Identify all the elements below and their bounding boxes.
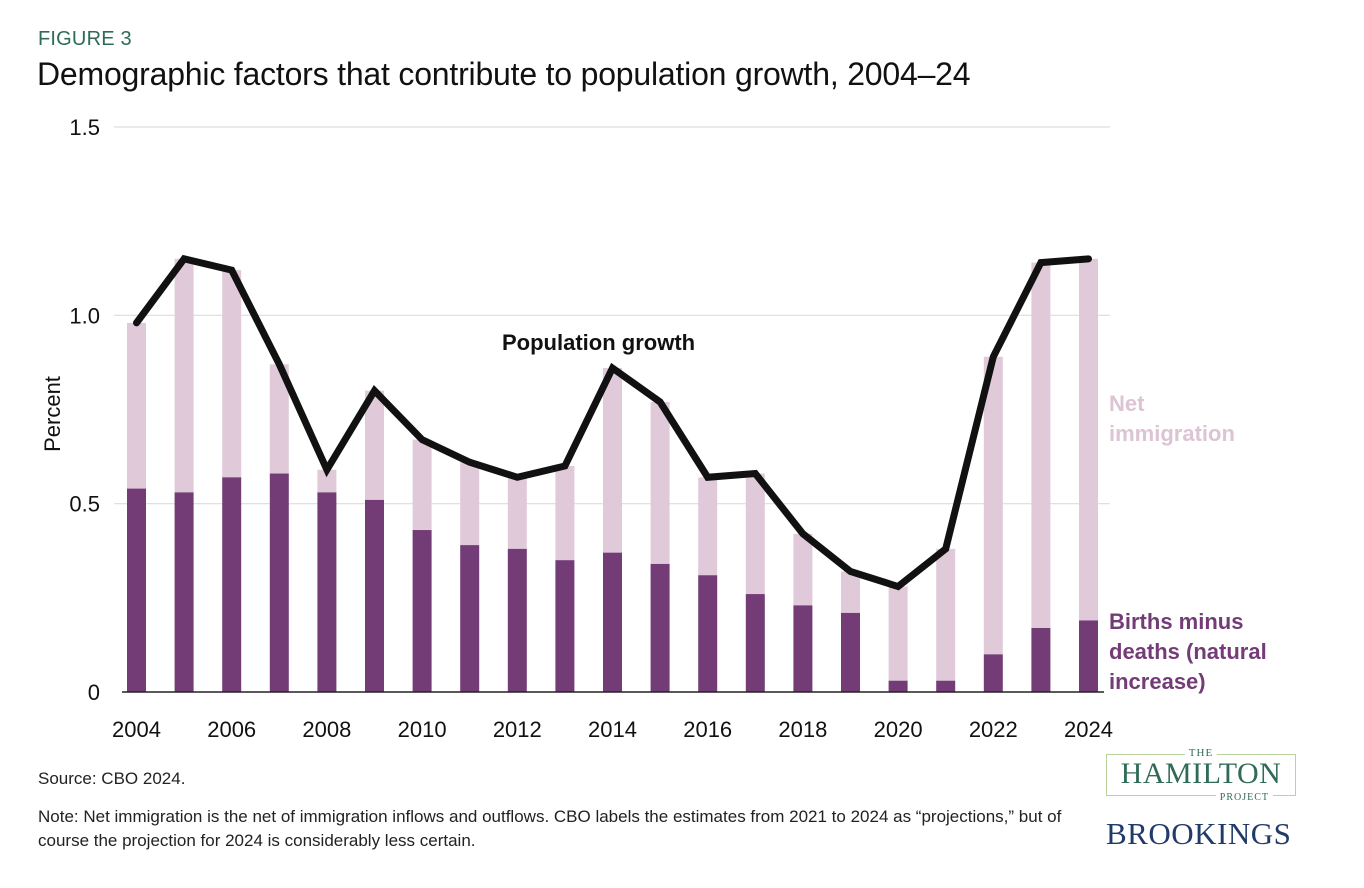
x-tick-label: 2010	[398, 717, 447, 742]
bar-natural-increase-2022	[983, 654, 1003, 692]
bar-net-immigration-2019	[841, 571, 860, 613]
chart-title: Demographic factors that contribute to p…	[37, 56, 971, 92]
bars	[127, 258, 1098, 692]
y-tick-label: 0	[88, 680, 100, 705]
bar-net-immigration-2012	[507, 477, 527, 549]
x-axis-ticks: 2004 2006 2008 2010 2012 2014 2016 2018 2020 2022…	[112, 717, 1113, 742]
bar-natural-increase-2020	[888, 680, 908, 692]
bar-natural-increase-2014	[603, 552, 622, 692]
legend-natural-increase-line1: Births minus	[1109, 609, 1243, 634]
bar-net-immigration-2018	[793, 533, 813, 606]
bar-net-immigration-2005	[174, 258, 194, 493]
brookings-logo: BROOKINGS	[1106, 816, 1292, 851]
bar-natural-increase-2023	[1031, 627, 1051, 692]
bar-net-immigration-2022	[983, 356, 1003, 655]
bar-net-immigration-2020	[888, 586, 908, 681]
bar-net-immigration-2010	[412, 439, 432, 531]
bar-net-immigration-2024	[1079, 258, 1098, 621]
bar-net-immigration-2006	[222, 270, 242, 478]
bar-net-immigration-2021	[936, 548, 956, 681]
bar-natural-increase-2009	[365, 499, 384, 692]
bar-net-immigration-2004	[127, 322, 146, 489]
bar-natural-increase-2011	[460, 545, 480, 692]
population-growth-annotation: Population growth	[502, 330, 695, 355]
bar-natural-increase-2016	[698, 575, 718, 692]
y-tick-label: 0.5	[69, 492, 100, 517]
y-axis-ticks: 0 0.5 1.0 1.5	[69, 115, 100, 705]
bar-natural-increase-2007	[269, 473, 289, 692]
bar-natural-increase-2012	[507, 548, 527, 692]
x-tick-label: 2004	[112, 717, 161, 742]
legend-natural-increase-line2: deaths (natural	[1109, 639, 1267, 664]
bar-net-immigration-2023	[1031, 262, 1051, 628]
bar-net-immigration-2007	[269, 364, 289, 474]
bar-natural-increase-2015	[650, 563, 670, 692]
x-tick-label: 2020	[874, 717, 923, 742]
x-tick-label: 2024	[1064, 717, 1113, 742]
x-tick-label: 2022	[969, 717, 1018, 742]
legend-net-immigration-line1: Net	[1109, 391, 1145, 416]
y-axis-label: Percent	[40, 376, 65, 452]
y-tick-label: 1.5	[69, 115, 100, 140]
x-tick-label: 2014	[588, 717, 637, 742]
bar-natural-increase-2013	[555, 560, 575, 692]
hamilton-project-logo: THE HAMILTON PROJECT	[1106, 747, 1296, 803]
bar-net-immigration-2009	[365, 390, 384, 500]
footnote: Note: Net immigration is the net of immi…	[38, 807, 1062, 850]
bar-net-immigration-2014	[603, 368, 622, 553]
x-tick-label: 2016	[683, 717, 732, 742]
bar-net-immigration-2011	[460, 462, 480, 546]
legend-net-immigration: Net immigration	[1109, 391, 1235, 446]
bar-natural-increase-2024	[1079, 620, 1098, 692]
hamilton-logo-project: PROJECT	[1215, 792, 1273, 803]
bar-net-immigration-2013	[555, 466, 575, 561]
x-tick-label: 2018	[778, 717, 827, 742]
bar-natural-increase-2019	[841, 612, 860, 692]
bar-net-immigration-2016	[698, 477, 718, 576]
legend-net-immigration-line2: immigration	[1109, 421, 1235, 446]
x-tick-label: 2008	[302, 717, 351, 742]
bar-net-immigration-2017	[745, 473, 765, 595]
bar-natural-increase-2021	[936, 680, 956, 692]
y-tick-label: 1.0	[69, 303, 100, 328]
bar-natural-increase-2018	[793, 605, 813, 692]
legend-natural-increase-line3: increase)	[1109, 669, 1206, 694]
bar-natural-increase-2008	[317, 492, 337, 692]
source-note: Source: CBO 2024.	[38, 769, 186, 788]
bar-net-immigration-2015	[650, 401, 670, 564]
chart: 00.51.01.5 2004 2006 2008 2010 2012 2014 2016 2…	[40, 115, 1267, 742]
bar-natural-increase-2017	[745, 594, 765, 692]
bar-natural-increase-2006	[222, 477, 242, 692]
bar-natural-increase-2005	[174, 492, 194, 692]
hamilton-logo-the: THE	[1184, 747, 1218, 759]
bar-natural-increase-2010	[412, 530, 432, 692]
population-growth-line	[133, 254, 1092, 591]
bar-net-immigration-2008	[317, 469, 337, 493]
legend-natural-increase: Births minus deaths (natural increase)	[1109, 609, 1267, 694]
hamilton-logo-name: HAMILTON	[1120, 757, 1282, 790]
figure-label: FIGURE 3	[38, 28, 132, 50]
x-tick-label: 2006	[207, 717, 256, 742]
bar-natural-increase-2004	[127, 488, 146, 692]
x-tick-label: 2012	[493, 717, 542, 742]
